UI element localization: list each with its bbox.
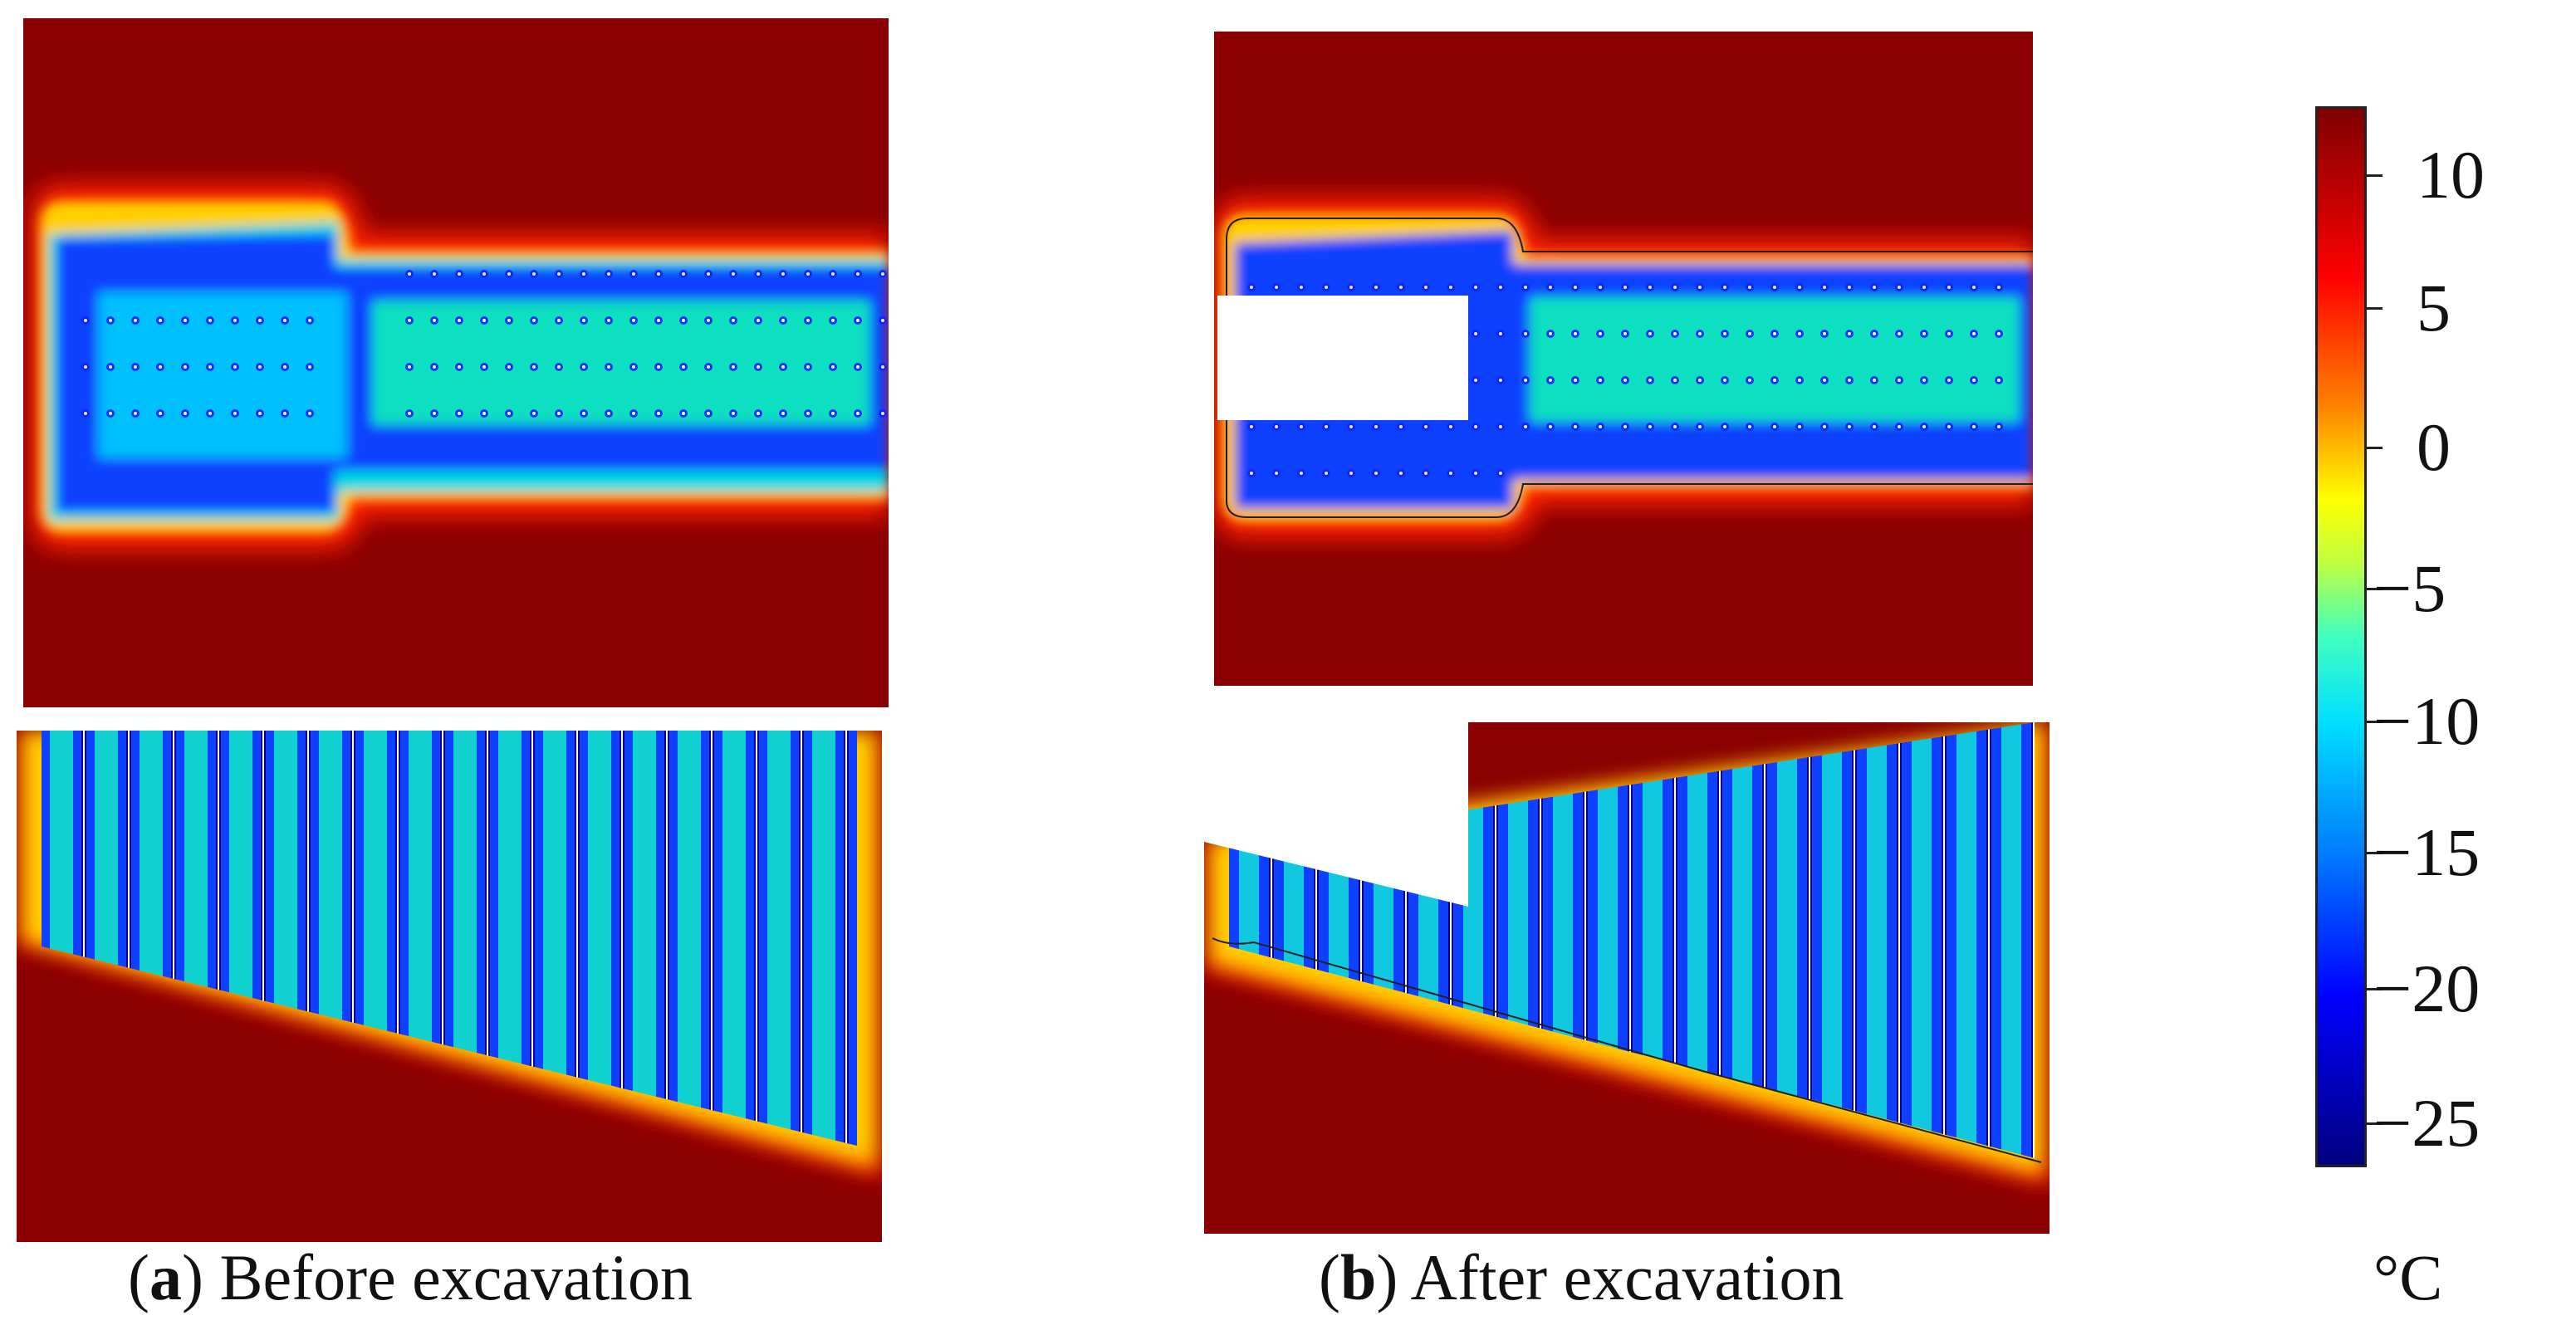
colorbar-tick xyxy=(2364,988,2383,990)
colorbar-tick-label: −5 xyxy=(2373,550,2446,626)
colorbar-tick-label: −10 xyxy=(2373,683,2481,759)
caption-a-text: Before excavation xyxy=(203,1241,693,1313)
colorbar xyxy=(2315,106,2367,1167)
plan-view-before xyxy=(23,18,889,707)
colorbar-tick-label: −25 xyxy=(2373,1085,2481,1161)
colorbar-tick-label: 5 xyxy=(2417,270,2451,345)
excavated-zone-section xyxy=(1204,722,1468,907)
section-view-after xyxy=(1204,722,2050,1234)
colorbar-tick xyxy=(2364,1122,2383,1125)
colorbar-tick-label: 10 xyxy=(2417,137,2485,213)
plan-view-after xyxy=(1214,32,2033,686)
colorbar-tick xyxy=(2364,307,2383,310)
caption-a: (a) Before excavation xyxy=(128,1241,693,1313)
colorbar-tick xyxy=(2364,721,2383,723)
colorbar-tick xyxy=(2364,174,2383,177)
colorbar-tick-label: −20 xyxy=(2373,951,2481,1026)
caption-b-text: After excavation xyxy=(1398,1241,1844,1313)
caption-a-letter: a xyxy=(149,1241,182,1313)
colorbar-tick xyxy=(2364,852,2383,854)
colorbar-tick-label: 0 xyxy=(2417,409,2451,485)
colorbar-tick xyxy=(2364,447,2383,449)
colorbar-unit: °C xyxy=(2373,1241,2443,1313)
colorbar-tick xyxy=(2364,588,2383,590)
section-view-before xyxy=(17,731,882,1242)
caption-b-letter: b xyxy=(1339,1241,1377,1313)
colorbar-tick-label: −15 xyxy=(2373,814,2481,890)
excavated-zone xyxy=(1217,296,1468,420)
caption-b: (b) After excavation xyxy=(1319,1241,1844,1313)
